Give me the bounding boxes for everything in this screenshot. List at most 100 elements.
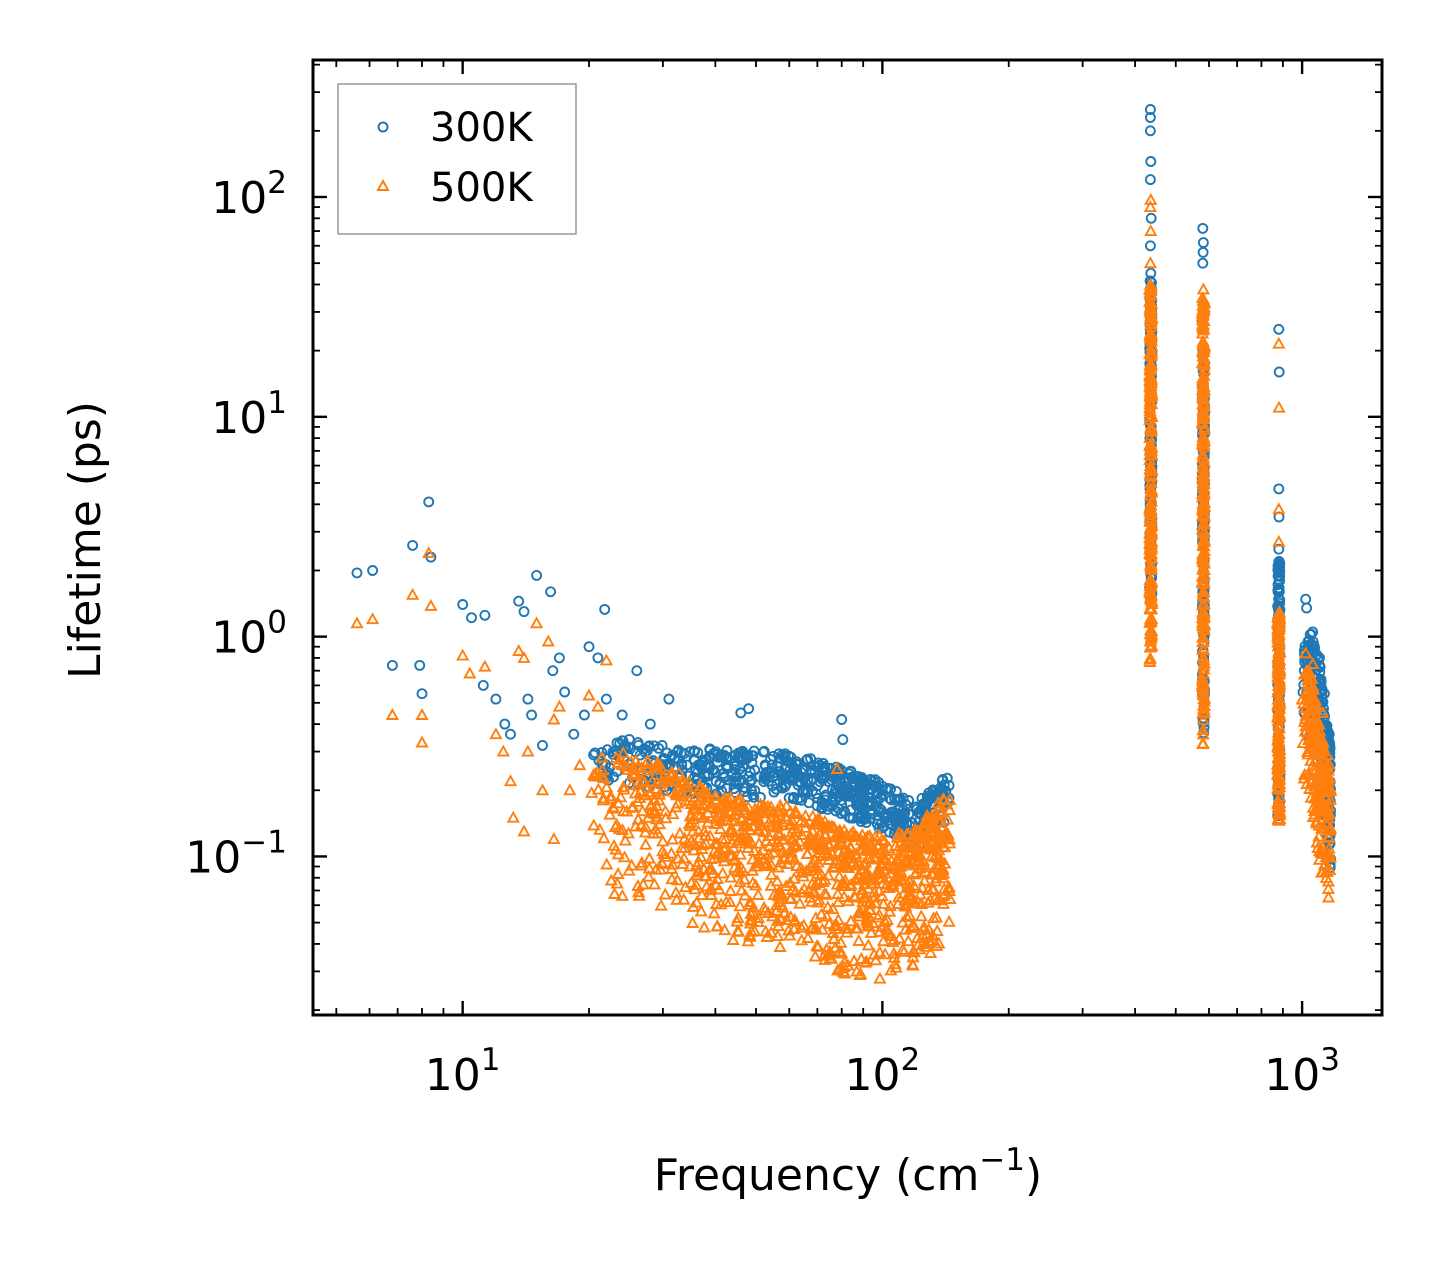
- plot-points: [350, 104, 1338, 984]
- data-point-500k: [814, 907, 829, 920]
- data-point-500k: [852, 867, 866, 879]
- data-point-500k: [915, 839, 929, 852]
- data-point-500k: [897, 898, 912, 911]
- data-point-500k: [1143, 481, 1158, 494]
- data-point-500k: [422, 546, 436, 559]
- data-point-500k: [891, 830, 905, 843]
- x-axis-label-sup: −1: [979, 1142, 1025, 1178]
- data-point-500k: [665, 857, 680, 870]
- data-point-500k: [506, 810, 520, 823]
- data-point-500k: [849, 858, 863, 871]
- data-point-500k: [920, 927, 934, 940]
- data-point-500k: [647, 806, 661, 819]
- data-point-500k: [1310, 804, 1325, 817]
- x-tick-label: 102: [845, 1042, 921, 1101]
- data-point-500k: [672, 766, 686, 779]
- data-point-500k: [1196, 380, 1210, 392]
- data-point-500k: [942, 836, 957, 849]
- data-point-500k: [541, 634, 555, 647]
- data-point-500k: [1144, 574, 1159, 586]
- data-point-500k: [1143, 655, 1157, 667]
- data-point-500k: [1196, 391, 1211, 404]
- data-point-500k: [879, 858, 894, 871]
- data-point-500k: [761, 906, 775, 918]
- data-point-500k: [820, 909, 834, 922]
- data-point-500k: [415, 735, 429, 748]
- data-point-300k: [499, 718, 511, 730]
- data-point-500k: [1143, 304, 1157, 317]
- data-point-300k: [578, 709, 590, 721]
- data-point-500k: [1316, 742, 1330, 754]
- data-point-500k: [928, 891, 942, 904]
- data-point-500k: [900, 909, 914, 922]
- data-point-500k: [365, 612, 380, 625]
- data-point-500k: [517, 650, 531, 663]
- data-point-500k: [635, 855, 649, 868]
- data-point-500k: [424, 598, 438, 611]
- data-point-500k: [1197, 487, 1211, 500]
- data-point-500k: [767, 888, 781, 901]
- data-point-500k: [887, 946, 901, 959]
- data-point-300k: [696, 763, 708, 775]
- data-point-300k: [623, 741, 635, 753]
- data-point-500k: [794, 813, 808, 826]
- data-point-500k: [728, 852, 743, 865]
- data-point-300k: [1274, 561, 1286, 573]
- y-tick-label: 102: [211, 165, 287, 224]
- data-point-500k: [652, 787, 667, 800]
- data-point-500k: [385, 708, 400, 720]
- data-point-500k: [877, 853, 891, 865]
- data-point-500k: [631, 812, 645, 825]
- data-point-500k: [780, 913, 794, 926]
- data-point-300k: [775, 781, 787, 793]
- data-point-500k: [689, 877, 703, 890]
- data-point-500k: [861, 851, 876, 864]
- y-tick-label-base: 10: [211, 613, 267, 664]
- data-point-500k: [596, 793, 611, 806]
- data-point-500k: [603, 807, 617, 820]
- data-point-500k: [1299, 646, 1313, 659]
- data-point-300k: [795, 777, 807, 789]
- data-point-500k: [852, 870, 866, 883]
- data-point-500k: [641, 869, 656, 882]
- data-point-500k: [659, 849, 673, 862]
- y-tick-label-exp: 0: [267, 605, 287, 641]
- data-point-300k: [743, 703, 755, 715]
- data-point-500k: [788, 804, 803, 817]
- data-point-500k: [772, 884, 786, 897]
- data-point-300k: [1144, 240, 1156, 252]
- data-point-500k: [916, 928, 930, 941]
- data-point-500k: [1197, 432, 1211, 445]
- data-point-500k: [723, 884, 738, 896]
- data-point-500k: [1196, 650, 1210, 662]
- data-point-300k: [681, 759, 693, 771]
- data-point-300k: [531, 569, 543, 581]
- data-point-500k: [701, 806, 715, 819]
- data-point-500k: [832, 824, 846, 837]
- data-point-300k: [723, 774, 735, 786]
- data-point-500k: [887, 950, 901, 963]
- data-point-500k: [911, 938, 925, 951]
- data-point-500k: [929, 910, 944, 923]
- data-point-300k: [602, 767, 614, 778]
- data-point-500k: [871, 910, 885, 923]
- data-point-500k: [769, 811, 784, 824]
- data-point-300k: [1274, 558, 1286, 570]
- data-point-500k: [849, 847, 863, 860]
- data-point-500k: [868, 850, 882, 863]
- data-point-500k: [822, 837, 836, 850]
- data-point-500k: [597, 831, 611, 844]
- data-point-500k: [731, 793, 745, 806]
- data-point-500k: [926, 867, 940, 880]
- data-point-500k: [876, 934, 891, 947]
- data-point-500k: [744, 924, 759, 937]
- data-point-500k: [770, 803, 784, 816]
- data-point-500k: [686, 824, 700, 837]
- data-point-500k: [1196, 474, 1211, 487]
- data-point-500k: [517, 824, 531, 837]
- data-point-500k: [649, 798, 663, 811]
- data-point-500k: [1300, 663, 1314, 676]
- data-point-500k: [892, 931, 907, 944]
- data-point-500k: [764, 878, 778, 891]
- data-point-500k: [831, 838, 845, 851]
